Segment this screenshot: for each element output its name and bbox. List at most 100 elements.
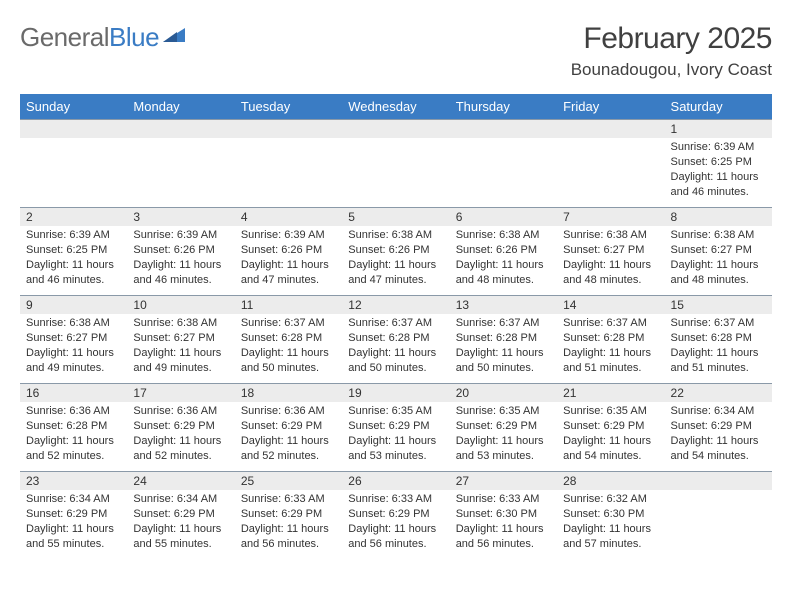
day-number: 27 — [450, 472, 557, 490]
day-details: Sunrise: 6:32 AMSunset: 6:30 PMDaylight:… — [557, 490, 664, 555]
calendar-cell: 9Sunrise: 6:38 AMSunset: 6:27 PMDaylight… — [20, 296, 127, 384]
day-details: Sunrise: 6:39 AMSunset: 6:25 PMDaylight:… — [665, 138, 772, 203]
day-number: 18 — [235, 384, 342, 402]
day-details: Sunrise: 6:35 AMSunset: 6:29 PMDaylight:… — [342, 402, 449, 467]
day-number: 25 — [235, 472, 342, 490]
weekday-header: Friday — [557, 94, 664, 120]
brand-logo: GeneralBlue — [20, 22, 187, 53]
calendar-table: SundayMondayTuesdayWednesdayThursdayFrid… — [20, 94, 772, 560]
calendar-body: 1Sunrise: 6:39 AMSunset: 6:25 PMDaylight… — [20, 120, 772, 560]
day-number: 28 — [557, 472, 664, 490]
day-details: Sunrise: 6:38 AMSunset: 6:27 PMDaylight:… — [665, 226, 772, 291]
day-details: Sunrise: 6:38 AMSunset: 6:26 PMDaylight:… — [342, 226, 449, 291]
calendar-cell: 24Sunrise: 6:34 AMSunset: 6:29 PMDayligh… — [127, 472, 234, 560]
calendar-cell — [450, 120, 557, 208]
day-number: 23 — [20, 472, 127, 490]
calendar-cell: 22Sunrise: 6:34 AMSunset: 6:29 PMDayligh… — [665, 384, 772, 472]
day-number: 22 — [665, 384, 772, 402]
calendar-cell: 11Sunrise: 6:37 AMSunset: 6:28 PMDayligh… — [235, 296, 342, 384]
day-details: Sunrise: 6:39 AMSunset: 6:26 PMDaylight:… — [127, 226, 234, 291]
logo-triangle-icon — [163, 20, 187, 51]
day-number-empty — [342, 120, 449, 138]
title-block: February 2025 Bounadougou, Ivory Coast — [571, 22, 772, 80]
calendar-row: 1Sunrise: 6:39 AMSunset: 6:25 PMDaylight… — [20, 120, 772, 208]
day-number: 21 — [557, 384, 664, 402]
day-number: 10 — [127, 296, 234, 314]
day-number-empty — [235, 120, 342, 138]
calendar-cell: 4Sunrise: 6:39 AMSunset: 6:26 PMDaylight… — [235, 208, 342, 296]
day-number: 8 — [665, 208, 772, 226]
day-number: 6 — [450, 208, 557, 226]
calendar-cell: 13Sunrise: 6:37 AMSunset: 6:28 PMDayligh… — [450, 296, 557, 384]
calendar-cell: 20Sunrise: 6:35 AMSunset: 6:29 PMDayligh… — [450, 384, 557, 472]
day-number: 26 — [342, 472, 449, 490]
calendar-cell: 19Sunrise: 6:35 AMSunset: 6:29 PMDayligh… — [342, 384, 449, 472]
calendar-cell: 26Sunrise: 6:33 AMSunset: 6:29 PMDayligh… — [342, 472, 449, 560]
day-details: Sunrise: 6:38 AMSunset: 6:27 PMDaylight:… — [20, 314, 127, 379]
brand-part2: Blue — [109, 22, 159, 53]
day-number: 4 — [235, 208, 342, 226]
header: GeneralBlue February 2025 Bounadougou, I… — [20, 22, 772, 80]
calendar-cell: 8Sunrise: 6:38 AMSunset: 6:27 PMDaylight… — [665, 208, 772, 296]
day-number: 13 — [450, 296, 557, 314]
day-number: 16 — [20, 384, 127, 402]
day-details: Sunrise: 6:33 AMSunset: 6:29 PMDaylight:… — [342, 490, 449, 555]
calendar-cell: 1Sunrise: 6:39 AMSunset: 6:25 PMDaylight… — [665, 120, 772, 208]
calendar-cell: 15Sunrise: 6:37 AMSunset: 6:28 PMDayligh… — [665, 296, 772, 384]
day-details: Sunrise: 6:35 AMSunset: 6:29 PMDaylight:… — [450, 402, 557, 467]
calendar-cell: 6Sunrise: 6:38 AMSunset: 6:26 PMDaylight… — [450, 208, 557, 296]
month-title: February 2025 — [571, 22, 772, 56]
weekday-header: Sunday — [20, 94, 127, 120]
day-details: Sunrise: 6:37 AMSunset: 6:28 PMDaylight:… — [665, 314, 772, 379]
day-details: Sunrise: 6:38 AMSunset: 6:27 PMDaylight:… — [127, 314, 234, 379]
day-details: Sunrise: 6:36 AMSunset: 6:29 PMDaylight:… — [235, 402, 342, 467]
calendar-row: 23Sunrise: 6:34 AMSunset: 6:29 PMDayligh… — [20, 472, 772, 560]
calendar-cell: 3Sunrise: 6:39 AMSunset: 6:26 PMDaylight… — [127, 208, 234, 296]
weekday-header: Tuesday — [235, 94, 342, 120]
day-number: 15 — [665, 296, 772, 314]
day-details: Sunrise: 6:36 AMSunset: 6:29 PMDaylight:… — [127, 402, 234, 467]
day-number-empty — [665, 472, 772, 490]
calendar-cell: 16Sunrise: 6:36 AMSunset: 6:28 PMDayligh… — [20, 384, 127, 472]
calendar-page: GeneralBlue February 2025 Bounadougou, I… — [0, 0, 792, 570]
calendar-cell: 18Sunrise: 6:36 AMSunset: 6:29 PMDayligh… — [235, 384, 342, 472]
day-number-empty — [127, 120, 234, 138]
calendar-cell — [127, 120, 234, 208]
day-details: Sunrise: 6:33 AMSunset: 6:29 PMDaylight:… — [235, 490, 342, 555]
calendar-cell — [235, 120, 342, 208]
day-details: Sunrise: 6:37 AMSunset: 6:28 PMDaylight:… — [557, 314, 664, 379]
calendar-cell: 17Sunrise: 6:36 AMSunset: 6:29 PMDayligh… — [127, 384, 234, 472]
day-details: Sunrise: 6:38 AMSunset: 6:27 PMDaylight:… — [557, 226, 664, 291]
calendar-cell — [342, 120, 449, 208]
day-number: 17 — [127, 384, 234, 402]
day-number: 19 — [342, 384, 449, 402]
calendar-cell: 21Sunrise: 6:35 AMSunset: 6:29 PMDayligh… — [557, 384, 664, 472]
weekday-header: Wednesday — [342, 94, 449, 120]
day-number: 9 — [20, 296, 127, 314]
weekday-header: Saturday — [665, 94, 772, 120]
day-details: Sunrise: 6:38 AMSunset: 6:26 PMDaylight:… — [450, 226, 557, 291]
day-details: Sunrise: 6:34 AMSunset: 6:29 PMDaylight:… — [127, 490, 234, 555]
calendar-cell: 2Sunrise: 6:39 AMSunset: 6:25 PMDaylight… — [20, 208, 127, 296]
day-number-empty — [20, 120, 127, 138]
day-details: Sunrise: 6:39 AMSunset: 6:26 PMDaylight:… — [235, 226, 342, 291]
day-number: 12 — [342, 296, 449, 314]
weekday-header-row: SundayMondayTuesdayWednesdayThursdayFrid… — [20, 94, 772, 120]
day-details: Sunrise: 6:33 AMSunset: 6:30 PMDaylight:… — [450, 490, 557, 555]
day-number: 11 — [235, 296, 342, 314]
calendar-row: 16Sunrise: 6:36 AMSunset: 6:28 PMDayligh… — [20, 384, 772, 472]
calendar-row: 2Sunrise: 6:39 AMSunset: 6:25 PMDaylight… — [20, 208, 772, 296]
day-number-empty — [450, 120, 557, 138]
day-details: Sunrise: 6:39 AMSunset: 6:25 PMDaylight:… — [20, 226, 127, 291]
day-number: 1 — [665, 120, 772, 138]
calendar-cell — [665, 472, 772, 560]
calendar-cell: 5Sunrise: 6:38 AMSunset: 6:26 PMDaylight… — [342, 208, 449, 296]
weekday-header: Monday — [127, 94, 234, 120]
calendar-row: 9Sunrise: 6:38 AMSunset: 6:27 PMDaylight… — [20, 296, 772, 384]
day-details: Sunrise: 6:35 AMSunset: 6:29 PMDaylight:… — [557, 402, 664, 467]
weekday-header: Thursday — [450, 94, 557, 120]
day-number: 2 — [20, 208, 127, 226]
calendar-cell: 7Sunrise: 6:38 AMSunset: 6:27 PMDaylight… — [557, 208, 664, 296]
day-number: 14 — [557, 296, 664, 314]
location: Bounadougou, Ivory Coast — [571, 60, 772, 80]
